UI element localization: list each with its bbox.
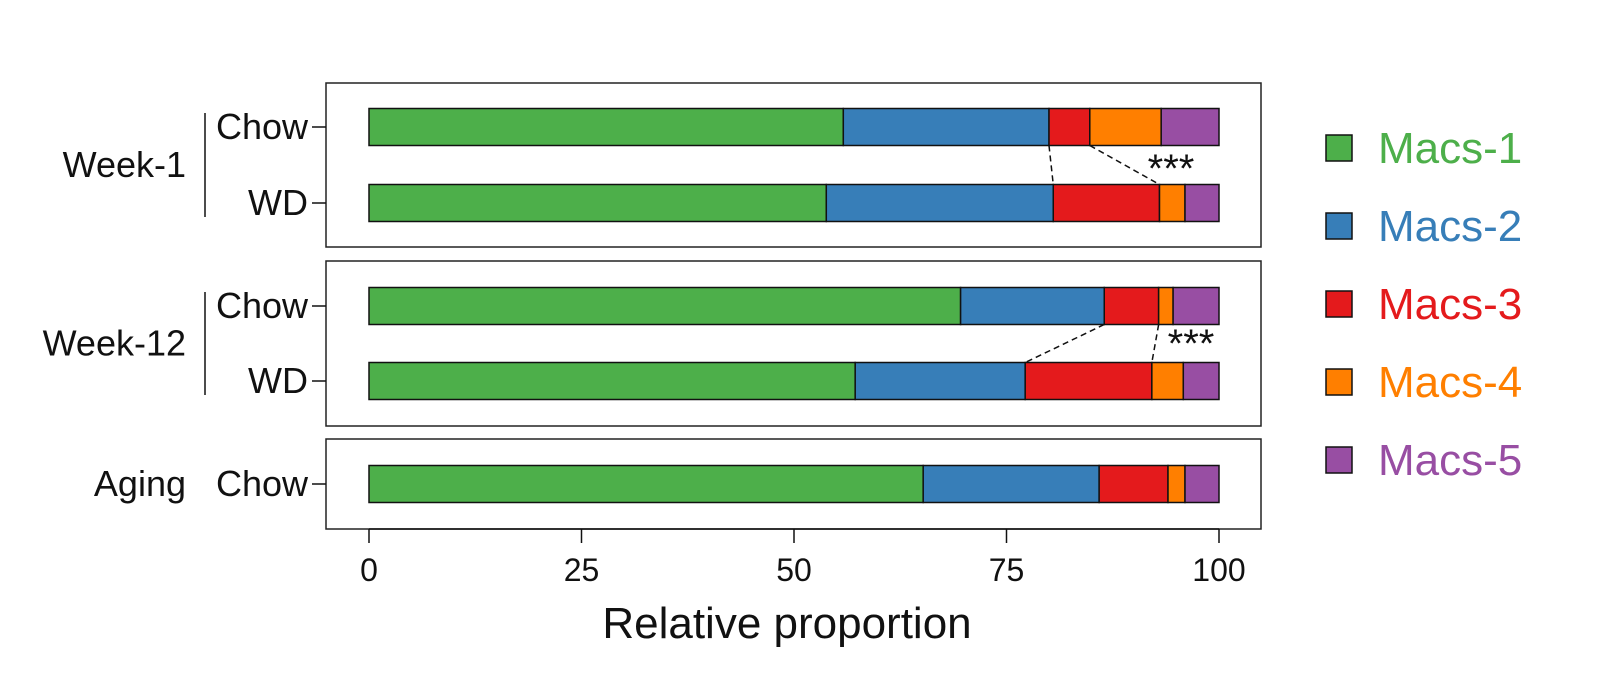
- bar-segment-macs-4: [1089, 107, 1162, 147]
- bar-segment-macs-1: [368, 464, 924, 504]
- group-label: Aging: [94, 463, 186, 504]
- bar-segment-macs-2: [854, 361, 1026, 401]
- row-label: WD: [248, 182, 308, 223]
- group-label: Week-12: [43, 323, 186, 364]
- x-tick-label: 50: [776, 552, 812, 588]
- bar-segment-macs-5: [1182, 361, 1220, 401]
- legend-item: Macs-3: [1325, 280, 1522, 329]
- bar-segment-macs-4: [1167, 464, 1186, 504]
- significance-stars: ***: [1148, 147, 1195, 191]
- x-axis-title: Relative proportion: [602, 599, 971, 648]
- legend: Macs-1 Macs-2 Macs-3 Macs-4 Macs-5: [1325, 124, 1522, 485]
- bar-segment-macs-2: [959, 286, 1105, 326]
- bar-segment-macs-3: [1052, 183, 1161, 223]
- legend-label: Macs-5: [1378, 436, 1522, 485]
- shift-connector: [1024, 323, 1105, 364]
- legend-swatch: [1325, 290, 1353, 318]
- legend-item: Macs-5: [1325, 436, 1522, 485]
- bar-segment-macs-4: [1151, 361, 1185, 401]
- row-label: Chow: [216, 463, 309, 504]
- group-label: Week-1: [63, 144, 186, 185]
- x-axis: 0 25 50 75 100: [360, 528, 1246, 588]
- bar-segment-macs-5: [1184, 183, 1220, 223]
- bar-segment-macs-5: [1184, 464, 1220, 504]
- legend-label: Macs-3: [1378, 280, 1522, 329]
- legend-swatch: [1325, 446, 1353, 474]
- legend-item: Macs-1: [1325, 124, 1522, 173]
- bar-segment-macs-3: [1103, 286, 1160, 326]
- legend-swatch: [1325, 134, 1353, 162]
- legend-swatch: [1325, 212, 1353, 240]
- shift-connector: [1089, 144, 1160, 186]
- bar-segment-macs-5: [1172, 286, 1220, 326]
- x-tick-label: 25: [564, 552, 600, 588]
- bar-segment-macs-4: [1158, 183, 1186, 223]
- legend-item: Macs-2: [1325, 202, 1522, 251]
- x-tick-label: 0: [360, 552, 378, 588]
- bar-segment-macs-2: [922, 464, 1100, 504]
- bar-segment-macs-1: [368, 361, 856, 401]
- row-label: WD: [248, 360, 308, 401]
- panel-1: Week-12 Chow WD ***: [43, 260, 1262, 427]
- legend-label: Macs-1: [1378, 124, 1522, 173]
- x-tick-label: 100: [1192, 552, 1245, 588]
- row-label: Chow: [216, 285, 309, 326]
- panel-frame: [325, 82, 1262, 248]
- panel-frame: [325, 260, 1262, 427]
- legend-label: Macs-4: [1378, 358, 1522, 407]
- legend-item: Macs-4: [1325, 358, 1522, 407]
- bar-segment-macs-1: [368, 183, 828, 223]
- legend-label: Macs-2: [1378, 202, 1522, 251]
- panel-2: Aging Chow: [94, 438, 1262, 530]
- bar-segment-macs-3: [1024, 361, 1153, 401]
- bar-segment-macs-1: [368, 107, 845, 147]
- row-label: Chow: [216, 106, 309, 147]
- bar-segment-macs-2: [825, 183, 1054, 223]
- significance-stars: ***: [1168, 322, 1215, 366]
- bar-segment-macs-4: [1157, 286, 1174, 326]
- bar-segment-macs-5: [1160, 107, 1220, 147]
- x-tick-label: 75: [989, 552, 1025, 588]
- bar-segment-macs-3: [1098, 464, 1169, 504]
- legend-swatch: [1325, 368, 1353, 396]
- panels: Week-1 Chow WD *** Week-12 Chow WD *** Aging Chow: [43, 82, 1262, 530]
- shift-connector: [1048, 145, 1054, 185]
- panel-0: Week-1 Chow WD ***: [63, 82, 1262, 248]
- shift-connector: [1151, 324, 1160, 363]
- bar-segment-macs-3: [1048, 107, 1091, 147]
- bar-segment-macs-1: [368, 286, 962, 326]
- bar-segment-macs-2: [842, 107, 1050, 147]
